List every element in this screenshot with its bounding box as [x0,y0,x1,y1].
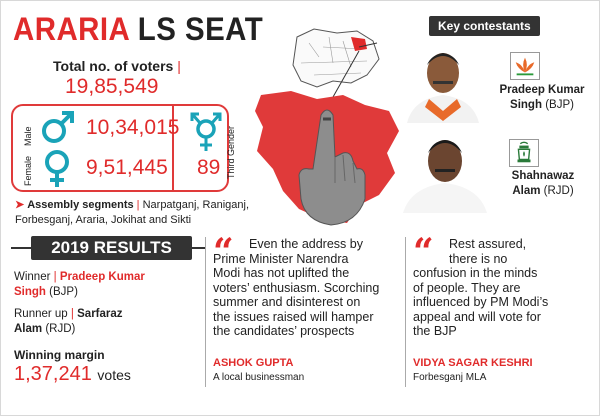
quote-2-line: confusion in the minds [413,266,538,280]
candidate-1-name-line2: Singh [510,99,542,111]
quote-2-line: appeal and will vote for [413,309,541,324]
quote-1-line: Even the address by [249,237,363,251]
female-label: Female [23,155,33,186]
winner-label: Winner [14,271,51,283]
lotus-icon [510,52,540,80]
quote-2-author: VIDYA SAGAR KESHRI [413,357,533,369]
candidate-2-name-line2: Alam [512,185,541,197]
winning-margin-value: 1,37,241 [14,363,92,385]
quote-2-line: of people. They are [413,280,521,295]
quote-mark-icon: “ [213,231,234,273]
quote-1-line: the issues raised will hamper [213,309,374,324]
divider-1 [205,237,206,387]
key-contestants-tag: Key contestants [429,16,540,36]
quote-1-text: Even the address by [249,237,363,252]
winner-name-2: Singh [14,286,46,298]
candidate-2-name: Shahnawaz Alam (RJD) [491,169,595,199]
male-symbol-icon [42,111,74,143]
lantern-icon [509,139,539,167]
female-symbol-icon [45,150,69,187]
transgender-symbol-icon [190,112,222,151]
candidate-photo-1 [407,53,479,123]
third-gender-value: 89 [197,156,221,179]
runner-label: Runner up [14,308,68,320]
runner-name-2: Alam [14,323,43,335]
quote-2-line: influenced by PM Modi’s [413,295,549,309]
quote-1-line: the candidates’ prospects [213,324,355,338]
male-value: 10,34,015 [86,116,180,139]
results-bar-right [192,247,206,249]
candidate-2-party: (RJD) [543,185,574,197]
separator: | [177,58,181,74]
page-title: ARARIA LS SEAT [13,11,263,48]
segments-title: Assembly segments [27,199,134,211]
separator: | [136,199,140,211]
runner-line: Runner up | Sarfaraz Alam (RJD) [14,308,123,335]
winning-margin-label: Winning margin [14,348,105,362]
quote-1-line: Prime Minister Narendra [213,251,349,266]
results-bar-left [11,247,31,249]
quote-mark-icon: “ [413,231,434,273]
candidate-photo-2 [403,140,487,213]
bihar-map-icon [292,28,380,88]
divider-2 [405,237,406,387]
segments-list: Narpatganj, Raniganj, Forbesganj, Araria… [15,199,249,226]
quote-2-line: the BJP [413,324,457,338]
quote-2-line: there is no [449,251,508,266]
winner-name-1: Pradeep Kumar [59,271,145,283]
runner-name-1: Sarfaraz [77,308,123,320]
female-value: 9,51,445 [86,156,168,179]
winner-party: (BJP) [49,286,78,298]
quote-2-line: Rest assured, [449,237,527,251]
winning-margin-unit: votes [97,367,131,383]
quote-1-line: Modi has not uplifted the [213,266,350,280]
third-gender-label: Third Gender [226,125,236,179]
candidate-1-name: Pradeep Kumar Singh (BJP) [489,83,595,113]
quote-1-author: ASHOK GUPTA [213,357,294,369]
runner-party: (RJD) [45,323,76,335]
results-tag: 2019 RESULTS [31,236,192,260]
title-part1: ARARIA [13,11,130,47]
quote-2-role: Forbesganj MLA [413,372,487,383]
quote-1-role: A local businessman [213,372,305,383]
gender-box [11,104,229,192]
total-voters-label: Total no. of voters | [53,58,181,74]
gender-divider [172,104,174,192]
quote-2-text: Rest assured, there is no [449,237,589,266]
winner-line: Winner | Pradeep Kumar Singh (BJP) [14,271,145,298]
map-illustration [255,28,399,226]
total-voters-value: 19,85,549 [65,75,159,98]
quote-1-line: voters’ enthusiasm. Scorching [213,280,380,295]
candidate-1-name-line1: Pradeep Kumar [499,84,585,96]
male-label: Male [23,126,33,146]
quote-1-line: summer and disinterest on [213,295,361,309]
total-voters-text: Total no. of voters [53,58,174,74]
candidate-2-name-line1: Shahnawaz [511,170,575,182]
arrow-icon: ➤ [15,199,25,211]
candidate-1-party: (BJP) [545,99,574,111]
quote-2-body: confusion in the minds of people. They a… [413,266,598,339]
assembly-segments: ➤ Assembly segments | Narpatganj, Ranigan… [15,198,283,228]
title-part2: LS SEAT [137,11,264,47]
quote-1-body: Prime Minister Narendra Modi has not upl… [213,252,403,339]
winning-margin: 1,37,241 votes [14,363,131,386]
